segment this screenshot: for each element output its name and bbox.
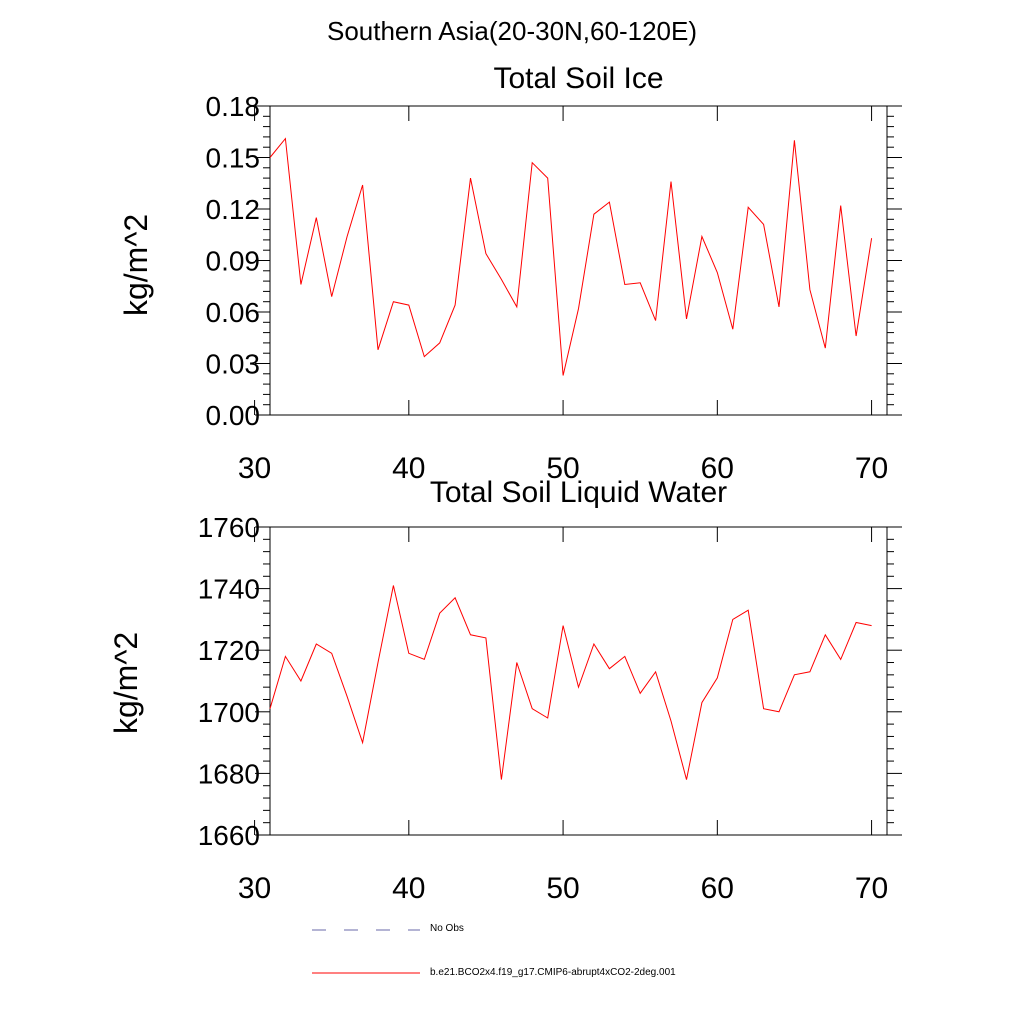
legend-label-model: b.e21.BCO2x4.f19_g17.CMIP6-abrupt4xCO2-2…	[430, 967, 676, 978]
x-tick-label: 40	[392, 452, 425, 485]
y-tick-label: 1720	[198, 635, 260, 666]
y-tick-label: 0.09	[206, 246, 261, 277]
figure-title: Southern Asia(20-30N,60-120E)	[326, 16, 697, 46]
y-tick-label: 1760	[198, 512, 260, 543]
x-tick-label: 40	[392, 872, 425, 905]
y-tick-label: 0.03	[206, 349, 261, 380]
x-tick-label: 50	[546, 452, 579, 485]
y-tick-label: 0.00	[206, 400, 261, 431]
x-tick-label: 30	[238, 872, 271, 905]
x-tick-label: 70	[855, 872, 888, 905]
y-tick-label: 1680	[198, 758, 260, 789]
legend-label-obs: No Obs	[430, 923, 464, 934]
x-tick-label: 60	[701, 872, 734, 905]
x-tick-label: 60	[701, 452, 734, 485]
series-line	[269, 137, 873, 376]
x-tick-label: 50	[546, 872, 579, 905]
x-tick-label: 70	[855, 452, 888, 485]
y-tick-label: 1660	[198, 820, 260, 851]
series-line	[269, 585, 872, 780]
y-tick-label: 0.18	[206, 91, 261, 122]
y-tick-label: 1740	[198, 574, 260, 605]
x-tick-label: 30	[238, 452, 271, 485]
y-tick-label: 0.12	[206, 194, 261, 225]
y-tick-label: 0.06	[206, 297, 261, 328]
chart-title-soil-ice: Total Soil Ice	[493, 62, 664, 95]
chart-title-soil-liquid-water: Total Soil Liquid Water	[429, 476, 728, 509]
y-tick-label: 1700	[198, 697, 260, 728]
y-tick-label: 0.15	[206, 143, 261, 174]
